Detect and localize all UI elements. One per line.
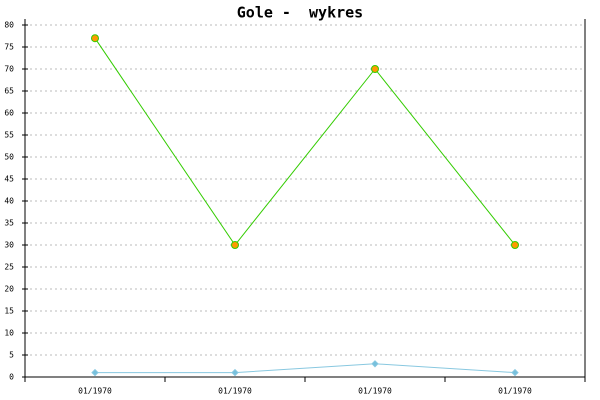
x-tick-label: 01/1970 xyxy=(218,387,252,396)
y-tick-label: 75 xyxy=(4,43,14,52)
y-tick-label: 60 xyxy=(4,109,14,118)
y-tick-label: 20 xyxy=(4,285,14,294)
x-tick-label: 01/1970 xyxy=(498,387,532,396)
chart-title: Gole - wykres xyxy=(237,4,363,22)
marker xyxy=(371,65,379,73)
marker xyxy=(511,241,519,249)
x-tick-label: 01/1970 xyxy=(358,387,392,396)
series-line xyxy=(95,363,516,374)
marker xyxy=(91,34,99,43)
y-tick-label: 40 xyxy=(4,197,14,206)
y-tick-label: 50 xyxy=(4,153,14,162)
y-tick-label: 65 xyxy=(4,87,14,96)
marker xyxy=(371,360,379,368)
marker xyxy=(511,368,519,377)
y-tick-label: 10 xyxy=(4,329,14,338)
y-tick-label: 0 xyxy=(9,373,14,382)
marker xyxy=(91,368,99,377)
y-tick-label: 70 xyxy=(4,65,14,74)
y-tick-label: 55 xyxy=(4,131,14,140)
y-tick-label: 45 xyxy=(4,175,14,184)
y-tick-label: 30 xyxy=(4,241,14,250)
x-tick-label: 01/1970 xyxy=(78,387,112,396)
marker xyxy=(231,368,239,377)
y-tick-label: 25 xyxy=(4,263,14,272)
y-tick-label: 5 xyxy=(9,351,14,360)
marker xyxy=(231,241,239,249)
y-tick-label: 80 xyxy=(4,21,14,30)
y-tick-label: 35 xyxy=(4,219,14,228)
y-tick-label: 15 xyxy=(4,307,14,316)
series-line xyxy=(94,37,516,246)
